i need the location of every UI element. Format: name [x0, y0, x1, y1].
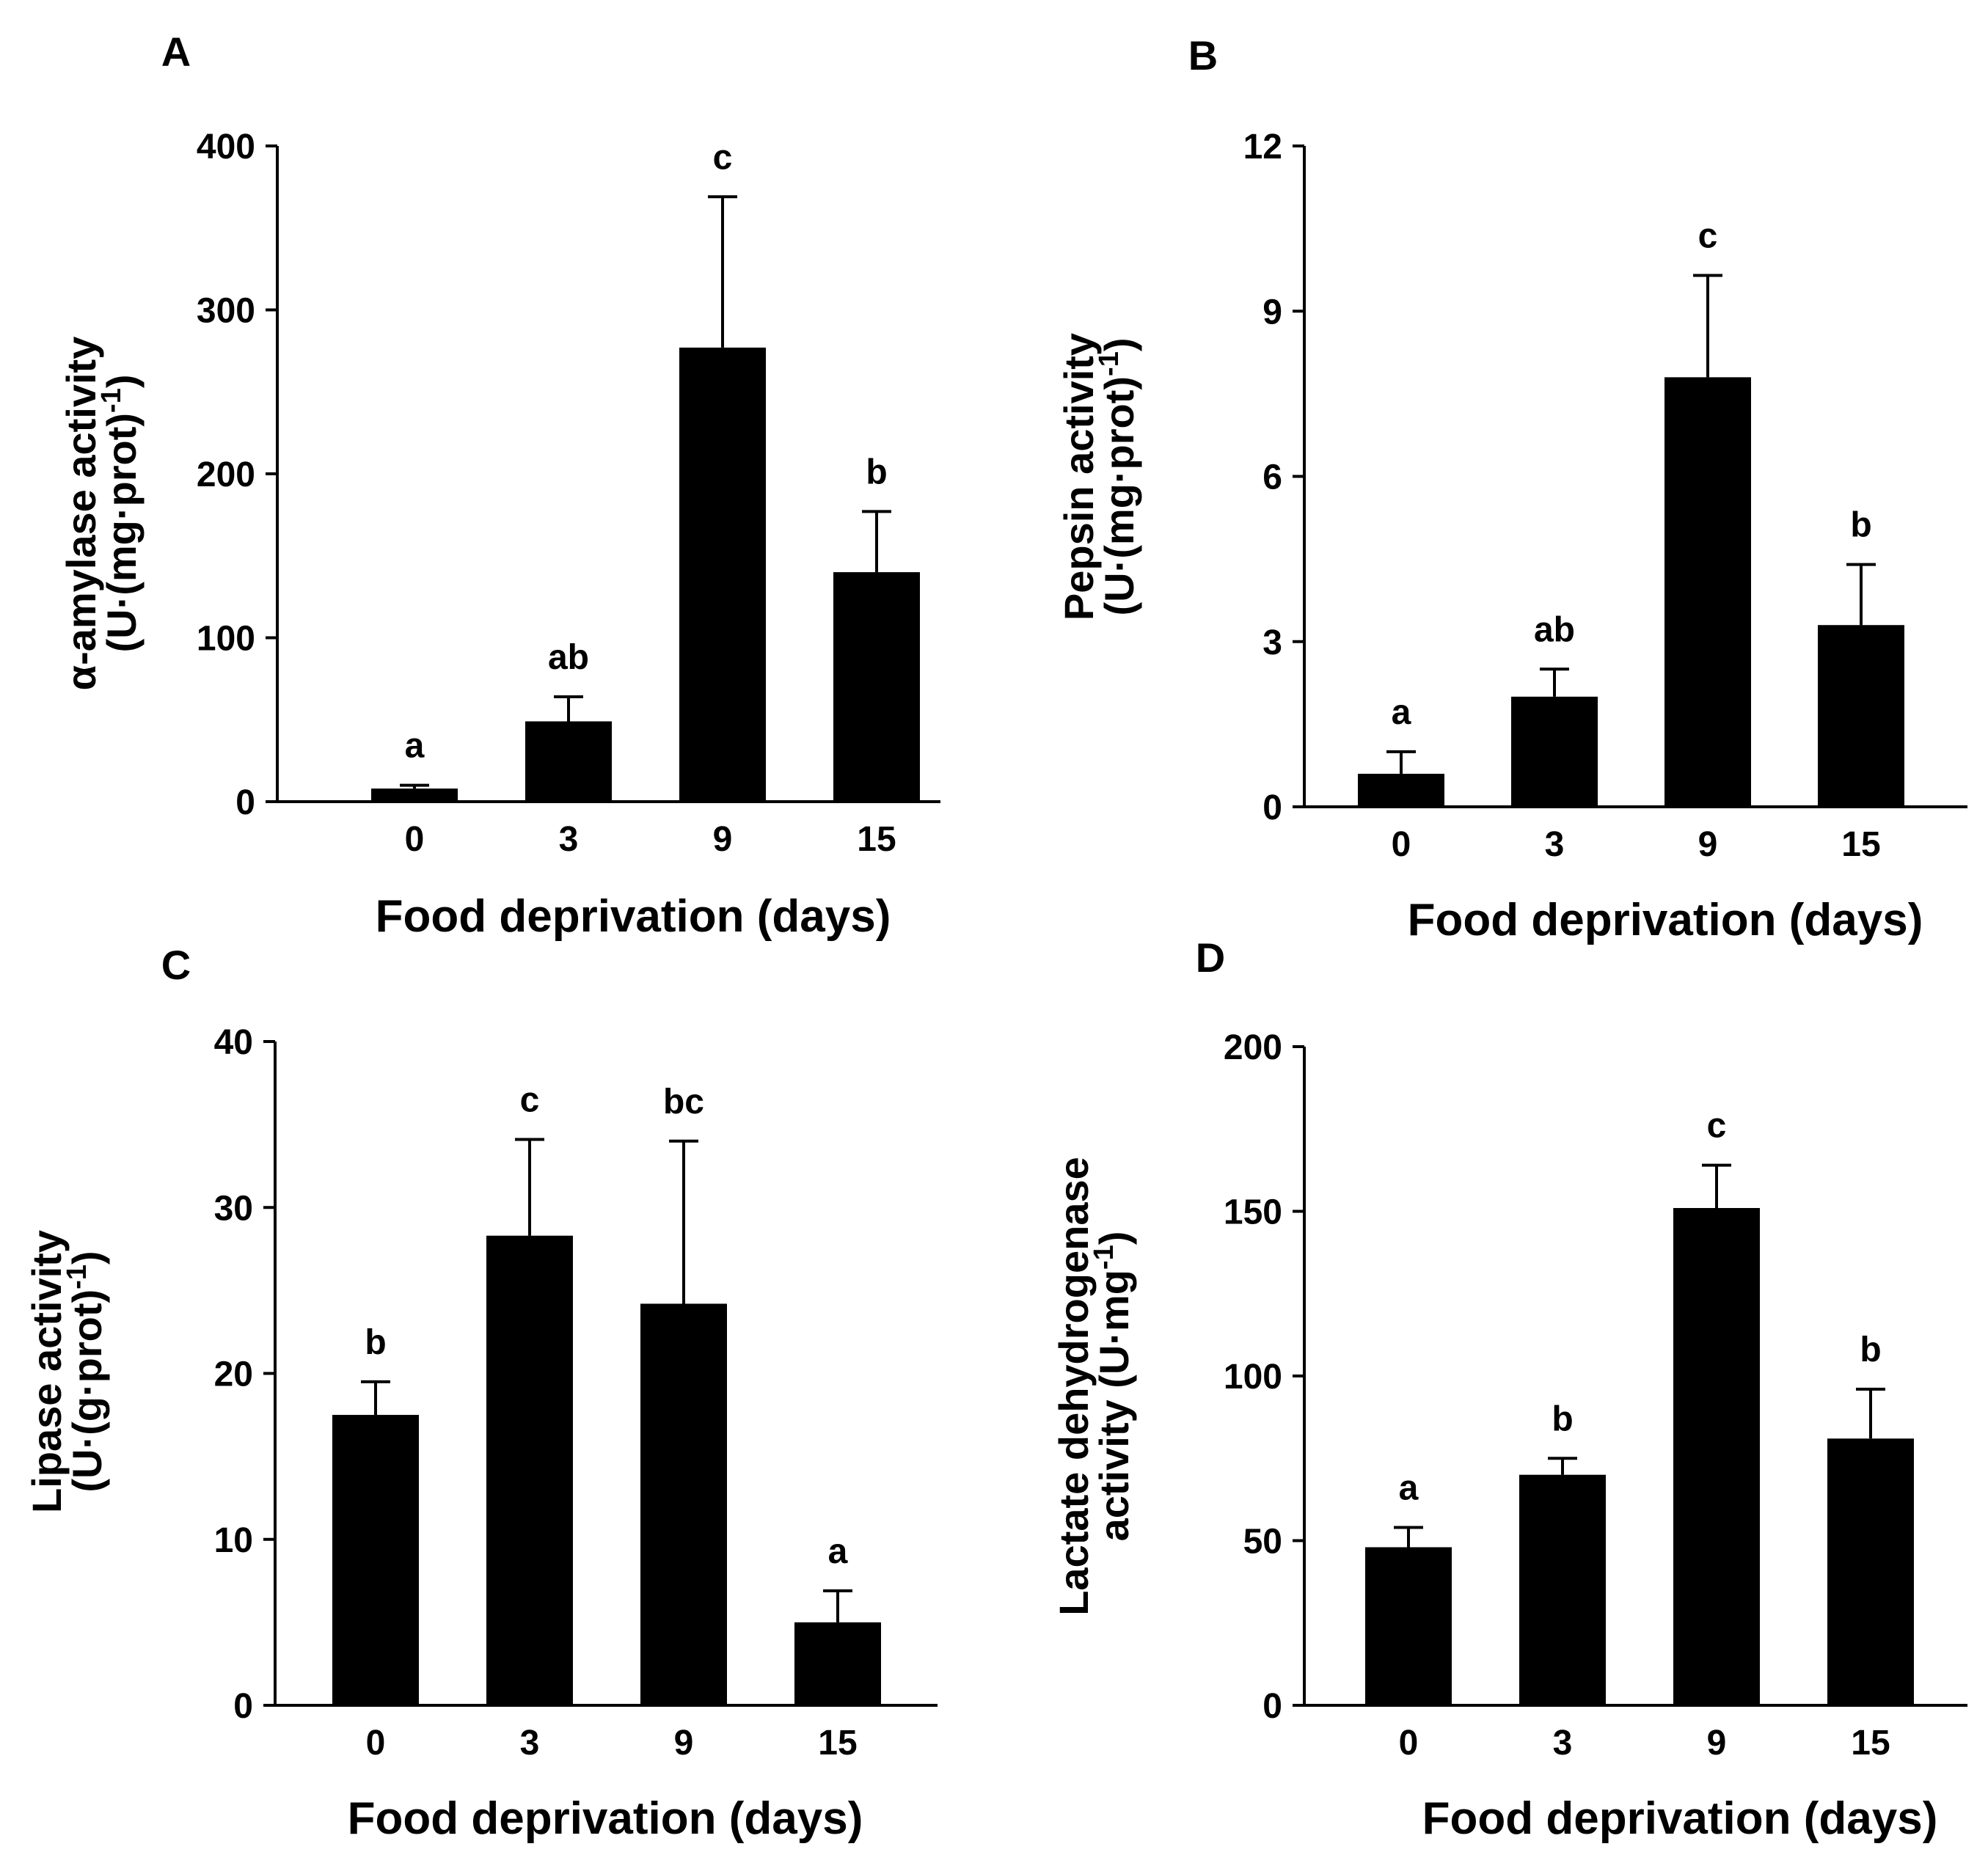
y-tick-label: 40 [214, 1023, 253, 1062]
significance-label: b [1552, 1399, 1573, 1438]
y-tick-label: 200 [1224, 1028, 1282, 1067]
bar-day-3 [1519, 1474, 1606, 1705]
bar-day-9 [640, 1303, 727, 1705]
significance-label: c [520, 1080, 540, 1119]
significance-label: c [1707, 1107, 1727, 1146]
bar-day-3 [525, 721, 612, 802]
y-tick-label: 0 [1262, 788, 1282, 827]
bar-day-0 [1358, 773, 1444, 807]
bar-day-15 [1827, 1438, 1914, 1705]
x-tick-label: 9 [713, 820, 733, 859]
x-axis-title: Food deprivation (days) [1422, 1793, 1938, 1844]
y-tick-label: 9 [1262, 293, 1282, 332]
y-tick-label: 0 [233, 1687, 253, 1726]
bar-day-15 [1818, 625, 1904, 807]
x-tick-label: 9 [1707, 1724, 1727, 1763]
significance-label: a [1392, 693, 1411, 732]
significance-label: b [1860, 1331, 1881, 1369]
bar-day-3 [486, 1235, 573, 1705]
significance-label: a [405, 727, 425, 766]
panel-a: A 0 100 200 300 400 a 0 ab 3 c 9 b 15 Food deprivation… [58, 29, 940, 942]
x-tick-label: 15 [818, 1724, 857, 1763]
panel-letter: B [1188, 32, 1218, 78]
y-axis-title-line1: Pepsin activity [1056, 333, 1102, 621]
y-tick-label: 10 [214, 1521, 253, 1560]
y-tick-label: 200 [197, 455, 255, 494]
significance-label: ab [548, 638, 589, 677]
x-axis-title: Food deprivation (days) [1408, 895, 1923, 945]
x-tick-label: 0 [405, 820, 425, 859]
y-tick-label: 20 [214, 1355, 253, 1394]
panel-c: C 0 10 20 30 40 b 0 c 3 bc 9 a 15 Food deprivation (da… [23, 942, 938, 1844]
y-tick-label: 300 [197, 292, 255, 331]
y-axis-title-line2: activity (U·mg-1) [1089, 1231, 1137, 1542]
significance-label: a [828, 1532, 848, 1571]
significance-label: c [713, 138, 733, 177]
bar-day-9 [1664, 377, 1751, 807]
significance-label: b [1850, 506, 1871, 545]
y-tick-label: 100 [1224, 1358, 1282, 1397]
y-tick-label: 3 [1262, 623, 1282, 662]
bar-day-0 [1365, 1547, 1452, 1705]
bar-day-0 [332, 1415, 419, 1705]
bar-day-9 [679, 347, 766, 802]
y-axis-title-line2: (U·(mg·prot)-1) [96, 375, 145, 653]
x-tick-label: 0 [1399, 1724, 1419, 1763]
x-tick-label: 15 [1841, 825, 1880, 864]
significance-label: bc [663, 1083, 704, 1121]
panel-b: B 0 3 6 9 12 a 0 ab 3 c 9 b 15 Food deprivation (days)… [1056, 32, 1967, 945]
bar-day-3 [1511, 696, 1598, 807]
significance-label: b [365, 1323, 386, 1362]
panel-d: D 0 50 100 150 200 a 0 b 3 c 9 b 15 Food deprivation (… [1050, 934, 1967, 1844]
x-axis-title: Food deprivation (days) [348, 1793, 863, 1844]
y-tick-label: 100 [197, 620, 255, 659]
x-tick-label: 9 [674, 1724, 694, 1763]
y-axis-title-line1: Lipase activity [23, 1230, 70, 1513]
y-tick-label: 12 [1243, 128, 1282, 166]
x-tick-label: 3 [559, 820, 579, 859]
x-tick-label: 3 [1545, 825, 1565, 864]
significance-label: a [1399, 1469, 1419, 1508]
y-tick-label: 0 [1262, 1687, 1282, 1726]
significance-label: b [866, 453, 887, 491]
y-axis-title-line2: (U·(g·prot)-1) [62, 1251, 110, 1492]
y-tick-label: 150 [1224, 1193, 1282, 1232]
x-tick-label: 9 [1698, 825, 1718, 864]
x-axis-title: Food deprivation (days) [376, 891, 891, 942]
x-tick-label: 0 [366, 1724, 386, 1763]
bar-day-15 [794, 1622, 881, 1705]
bar-day-0 [371, 788, 458, 802]
y-axis-title-line1: α-amylase activity [58, 337, 104, 691]
y-tick-label: 0 [235, 783, 255, 822]
y-tick-label: 50 [1243, 1523, 1282, 1562]
significance-label: ab [1534, 610, 1575, 649]
x-tick-label: 3 [1553, 1724, 1573, 1763]
panel-letter: D [1196, 934, 1225, 981]
bar-day-9 [1673, 1208, 1760, 1705]
significance-label: c [1698, 216, 1718, 255]
panel-letter: A [161, 29, 191, 75]
x-tick-label: 0 [1392, 825, 1411, 864]
bar-day-15 [833, 572, 920, 802]
x-tick-label: 3 [520, 1724, 540, 1763]
y-tick-label: 400 [197, 128, 255, 166]
y-axis-title-line2: (U·(mg·prot)-1) [1094, 338, 1142, 616]
panel-letter: C [161, 942, 191, 988]
x-tick-label: 15 [857, 820, 896, 859]
x-tick-label: 15 [1851, 1724, 1890, 1763]
y-tick-label: 30 [214, 1189, 253, 1228]
y-tick-label: 6 [1262, 458, 1282, 497]
y-axis-title-line1: Lactate dehydrogenase [1050, 1157, 1097, 1616]
